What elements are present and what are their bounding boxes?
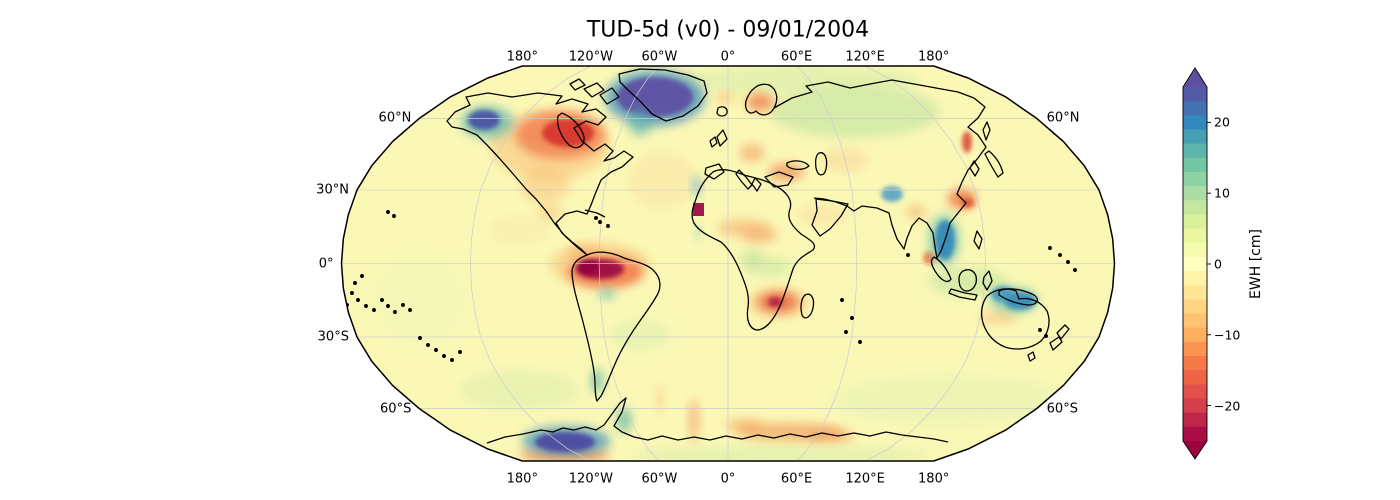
anomaly-north-atlantic-wash [627,150,697,210]
anomaly-arabia-wash [797,203,847,227]
anomaly-brazil-south-teal [599,288,615,300]
lon-label-top: 120°E [845,49,885,65]
lon-label-top: 180° [918,49,950,65]
anomaly-iceland-orange [715,92,735,104]
lon-label-bottom: 60°W [641,471,678,487]
lon-label-top: 180° [506,49,538,65]
anomaly-greenland-core [617,77,693,117]
anomaly-wilkes-orange [805,430,855,442]
lon-label-top: 60°W [641,49,678,65]
colorbar-tick-label: 0 [1214,256,1222,272]
lon-label-bottom: 180° [918,471,950,487]
colorbar-arrow-down [1183,441,1207,459]
lat-label-right: 60°N [1046,110,1080,126]
lat-label-left: 60°N [378,110,412,126]
colorbar-outline [1182,67,1208,460]
anomaly-east-antarctica-green [630,445,930,461]
lon-label-bottom: 120°W [568,471,613,487]
colorbar-tick-label: −10 [1214,327,1241,343]
colorbar-tick-label: 10 [1214,185,1230,201]
lon-label-bottom: 0° [720,471,736,487]
anomaly-wais-core [535,432,595,452]
anomaly-arctic-green [680,66,920,94]
anomaly-scandinavia-orange [746,93,774,111]
west-africa-station-marker [693,203,704,216]
anomaly-s-atlantic-streak-2 [656,385,664,415]
anomaly-se-china-core [962,198,974,208]
anomaly-southern-ocean-green-2 [830,375,1070,425]
anomaly-congo-green [740,250,764,266]
anomaly-dronning-maud-orange [725,419,765,431]
anomaly-sahel-orange-2 [742,229,778,243]
lat-label-left: 0° [318,256,334,271]
lon-label-top: 60°E [780,49,813,65]
colorbar-tick-label: 20 [1214,114,1230,130]
colorbar-bands [1183,87,1207,442]
anomaly-east-pacific-wash [490,215,550,245]
anomaly-siberia-green [770,86,940,138]
anomaly-greenland-tail-teal [628,108,652,136]
figure-title: TUD-5d (v0) - 09/01/2004 [586,17,870,43]
lon-label-bottom: 180° [506,471,538,487]
map-boundary [340,65,1116,462]
anomaly-ne-china-red [962,131,972,153]
colorbar-arrow-up [1183,68,1207,87]
anomaly-east-europe-orange [740,144,764,162]
anomaly-wa-australia-orange [978,312,1018,324]
lat-label-right: 60°S [1046,401,1078,417]
graticule [341,66,1115,461]
anomaly-southern-ocean-green-1 [460,370,580,410]
lon-label-top: 0° [720,49,736,65]
lat-label-left: 30°N [316,182,349,198]
anomaly-ne-india-orange [906,205,926,219]
anomaly-us-plains-orange [520,167,570,203]
anomaly-s-atlantic-streak-orange [689,398,699,442]
lat-label-left: 30°S [317,329,349,345]
lon-label-bottom: 120°E [845,471,885,487]
coastlines [345,68,1077,444]
anomaly-south-africa-core [768,297,782,307]
anomaly-alaska-core [468,110,500,130]
anomaly-anatolia-orange [768,163,804,181]
lon-label-bottom: 60°E [780,471,813,487]
colorbar-ticks [1207,121,1211,407]
colorbar-axis-label: EWH [cm] [1248,229,1264,299]
colorbar-tick-label: −20 [1214,398,1241,414]
lat-label-left: 60°S [380,401,412,417]
anomaly-north-pacific-wash [375,255,465,345]
lon-label-top: 120°W [568,49,613,65]
